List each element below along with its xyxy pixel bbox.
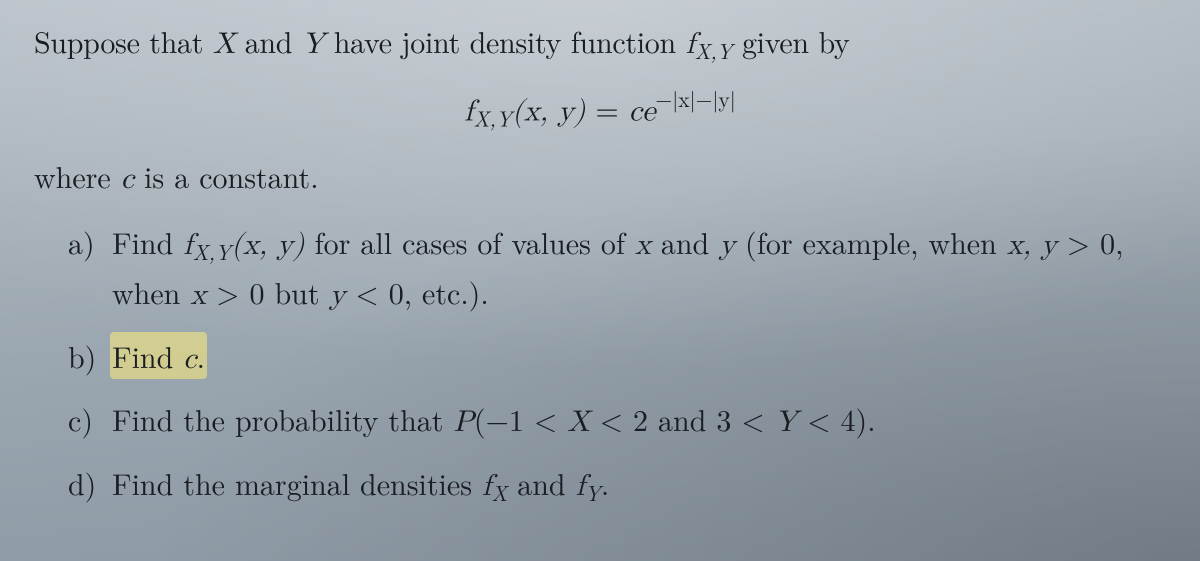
part-b-label: b): [68, 333, 96, 380]
formula-c: c: [629, 96, 642, 126]
part-a-tail: , etc.).: [404, 270, 489, 313]
formula: fX,Y(x, y) = ce−|x|−|y|: [34, 83, 1166, 136]
formula-f-sub: X,Y: [473, 103, 512, 133]
part-c: c) Find the probability that P(−1 < X < …: [68, 396, 1166, 446]
where-c: c: [121, 164, 134, 194]
parts-list: a) Find f X,Y(x, y) for all cases of valu…: [34, 219, 1166, 511]
intro-X: X: [213, 29, 235, 59]
part-a-cond3a: y: [330, 280, 346, 310]
part-c-P: P: [453, 407, 473, 437]
intro-Y: Y: [302, 29, 324, 59]
part-a-pre: Find: [112, 220, 183, 263]
part-d-fX-sub: X: [491, 478, 507, 508]
part-d-fY-sub: Y: [585, 478, 601, 508]
part-d-post: .: [601, 461, 609, 504]
part-d-label: d): [68, 460, 96, 507]
part-a: a) Find fX,Y(x, y) for all cases of valu…: [68, 219, 1166, 319]
part-a-mid4: but: [265, 270, 330, 313]
where-pre: where: [34, 154, 121, 197]
where-line: where c is a constant.: [34, 153, 1166, 203]
intro-pre: Suppose that: [34, 19, 213, 62]
formula-f: f: [464, 96, 473, 126]
part-a-label: a): [68, 219, 95, 266]
part-c-Y: Y: [775, 407, 798, 437]
where-post: is a constant.: [134, 154, 318, 197]
intro-post: given by: [732, 19, 849, 62]
part-a-f-sub: X,Y: [192, 237, 231, 267]
intro-and1: and: [235, 19, 302, 62]
part-a-y: y: [719, 230, 735, 260]
part-a-mid1: for all cases of values of: [305, 220, 636, 263]
part-b: b) Find c.: [68, 333, 1166, 383]
part-d-pre: Find the marginal densities: [112, 461, 482, 504]
part-d-and: and: [507, 461, 575, 504]
part-a-x: x: [635, 230, 651, 260]
part-a-cond3b: < 0: [345, 270, 403, 313]
part-a-cond1b: > 0: [1057, 220, 1115, 263]
formula-e: e: [642, 96, 655, 126]
part-c-X: X: [567, 407, 590, 437]
intro-mid: have joint density function: [324, 19, 686, 62]
problem-page: Suppose that X and Y have joint density …: [0, 0, 1200, 510]
part-a-cond2a: x: [190, 280, 206, 310]
part-c-mid1: < 2 and 3 <: [590, 397, 775, 440]
part-c-open: (−1 <: [474, 397, 567, 440]
intro-line: Suppose that X and Y have joint density …: [34, 18, 1166, 69]
part-d-fX: f: [482, 471, 491, 501]
intro-f-sub: X,Y: [694, 36, 732, 66]
formula-eq: =: [585, 86, 628, 129]
part-a-cond1a: x, y: [1007, 230, 1057, 260]
part-c-close: < 4).: [797, 397, 875, 440]
part-c-label: c): [68, 396, 93, 443]
part-d: d) Find the marginal densities fX and fY…: [68, 460, 1166, 511]
part-b-c: c: [183, 344, 196, 374]
formula-args: (x, y): [512, 96, 585, 126]
part-a-args: (x, y): [231, 230, 304, 260]
part-a-mid2: (for example, when: [735, 220, 1007, 263]
formula-exp: −|x|−|y|: [655, 84, 735, 114]
part-b-post: .: [197, 334, 205, 377]
part-a-cond2b: > 0: [206, 270, 264, 313]
part-c-pre: Find the probability that: [112, 397, 453, 440]
part-b-pre: Find: [112, 334, 183, 377]
part-b-highlight: b) Find c.: [112, 334, 205, 377]
part-d-fY: f: [576, 471, 585, 501]
part-a-and: and: [651, 220, 719, 263]
